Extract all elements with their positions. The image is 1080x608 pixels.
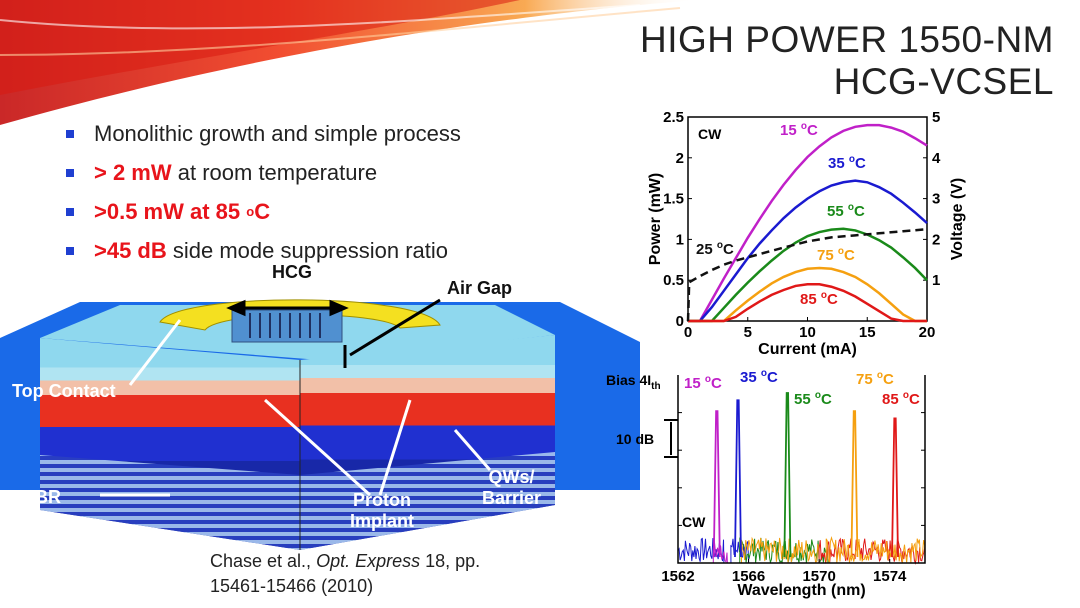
power-curve-75 xyxy=(688,266,927,323)
spectrum-peak-75 xyxy=(850,410,859,558)
bullet-highlight: > 2 mW xyxy=(94,159,172,185)
power-curve-15 xyxy=(688,123,928,323)
x-tick-label: 10 xyxy=(799,324,816,341)
scale-bar-label: 10 dB xyxy=(616,431,654,447)
plot-frame xyxy=(677,375,926,564)
annotation-bias: Bias 4Ith xyxy=(606,372,661,392)
power-curve-35 xyxy=(688,179,928,323)
series-label-75: 75 oC xyxy=(856,370,894,388)
x-tick-label: 1570 xyxy=(802,568,835,585)
hcg-grating xyxy=(231,309,343,343)
bullet-marker xyxy=(66,168,74,177)
x-tick-label: 0 xyxy=(684,324,692,341)
series-label-75: 75 oC xyxy=(817,246,855,264)
label-qws-barrier: QWs/Barrier xyxy=(482,467,542,508)
x-tick-label: 15 xyxy=(859,324,876,341)
hcg-vcsel-diagram xyxy=(0,298,640,550)
spectrum-peak-55 xyxy=(783,392,792,558)
x-axis-label: Wavelength (nm) xyxy=(737,582,865,599)
y-axis-label: Power (mW) xyxy=(647,173,664,265)
y-tick-label: 0 xyxy=(676,313,684,330)
spectrum-peak-85 xyxy=(891,417,899,558)
bullet-marker xyxy=(66,246,74,255)
slide-title-line2: HCG-VCSEL xyxy=(833,61,1054,102)
x-tick-label: 1574 xyxy=(873,568,907,585)
bullet-highlight: >0.5 mW at 85 xyxy=(94,198,247,224)
decorative-swoosh xyxy=(0,0,700,125)
bullet-text: Monolithic growth and simple process xyxy=(94,120,461,146)
label-hcg: HCG xyxy=(272,262,312,282)
y2-axis-label: Voltage (V) xyxy=(949,178,966,260)
slide-title-line1: HIGH POWER 1550-NM xyxy=(639,19,1054,60)
x-tick-label: 5 xyxy=(744,324,752,341)
bullet-list: Monolithic growth and simple process > 2… xyxy=(66,114,461,270)
series-label-85: 85 oC xyxy=(882,390,920,408)
voltage-label: 25 oC xyxy=(696,240,734,258)
spectrum-peak-35 xyxy=(734,399,742,558)
series-label-35: 35 oC xyxy=(828,154,866,172)
y-tick-label: 0.5 xyxy=(663,272,684,289)
dbr-stack-left xyxy=(40,455,300,550)
y2-tick-label: 3 xyxy=(932,191,940,208)
citation: Chase et al., Opt. Express 18, pp. 15461… xyxy=(210,551,481,596)
annotation-cw: CW xyxy=(682,514,706,530)
label-dbr: DBR xyxy=(22,487,61,507)
y2-tick-label: 5 xyxy=(932,109,940,126)
y-tick-label: 1.5 xyxy=(663,191,684,208)
noise-floor xyxy=(825,536,926,564)
x-axis-label: Current (mA) xyxy=(758,341,857,358)
spectrum-peak-15 xyxy=(712,410,721,558)
bullet-marker xyxy=(66,129,74,138)
x-tick-label: 1566 xyxy=(732,568,765,585)
power-curve-55 xyxy=(688,227,928,323)
bullet-text: side mode suppression ratio xyxy=(166,237,449,263)
series-label-85: 85 oC xyxy=(800,290,838,308)
voltage-curve xyxy=(686,227,928,322)
series-label-35: 35 oC xyxy=(740,368,778,386)
y-tick-label: 2.5 xyxy=(663,109,684,126)
series-label-55: 55 oC xyxy=(827,202,865,220)
series-label-15: 15 oC xyxy=(780,121,818,139)
bullet-marker xyxy=(66,207,74,216)
y2-tick-label: 4 xyxy=(932,150,941,167)
annotation-cw: CW xyxy=(698,126,722,142)
dbr-stack-right xyxy=(300,452,555,550)
y2-tick-label: 2 xyxy=(932,231,940,248)
y-tick-label: 2 xyxy=(676,150,684,167)
noise-floor xyxy=(741,536,820,564)
bullet-text: at room temperature xyxy=(171,159,378,185)
label-air-gap: Air Gap xyxy=(447,278,513,298)
bullet-sup: o xyxy=(246,204,255,219)
bullet-item: Monolithic growth and simple process xyxy=(66,114,461,153)
series-label-15: 15 oC xyxy=(684,374,722,392)
spectrum-chart: 15 oC 35 oC 55 oC 75 oC 85 oC 1562 1566 1570 157… xyxy=(606,368,926,599)
y-tick-label: 1 xyxy=(676,231,684,248)
x-tick-label: 1562 xyxy=(661,568,694,585)
x-tick-label: 20 xyxy=(919,324,936,341)
bullet-highlight-tail: C xyxy=(254,198,271,224)
power-curve-85 xyxy=(688,283,927,323)
bullet-highlight: >45 dB xyxy=(94,237,167,263)
bullet-item: > 2 mW at room temperature xyxy=(66,153,461,192)
series-label-55: 55 oC xyxy=(794,390,832,408)
bullet-item: >45 dB side mode suppression ratio xyxy=(66,231,461,270)
power-voltage-chart: 0 5 10 15 20 0 0.5 1 1.5 2 2.5 1 2 3 4 5 Current (mA) Pow… xyxy=(647,109,966,358)
label-top-contact: Top Contact xyxy=(12,381,116,401)
label-proton-implant: Proton Implant xyxy=(350,490,415,531)
y2-tick-label: 1 xyxy=(932,272,940,289)
